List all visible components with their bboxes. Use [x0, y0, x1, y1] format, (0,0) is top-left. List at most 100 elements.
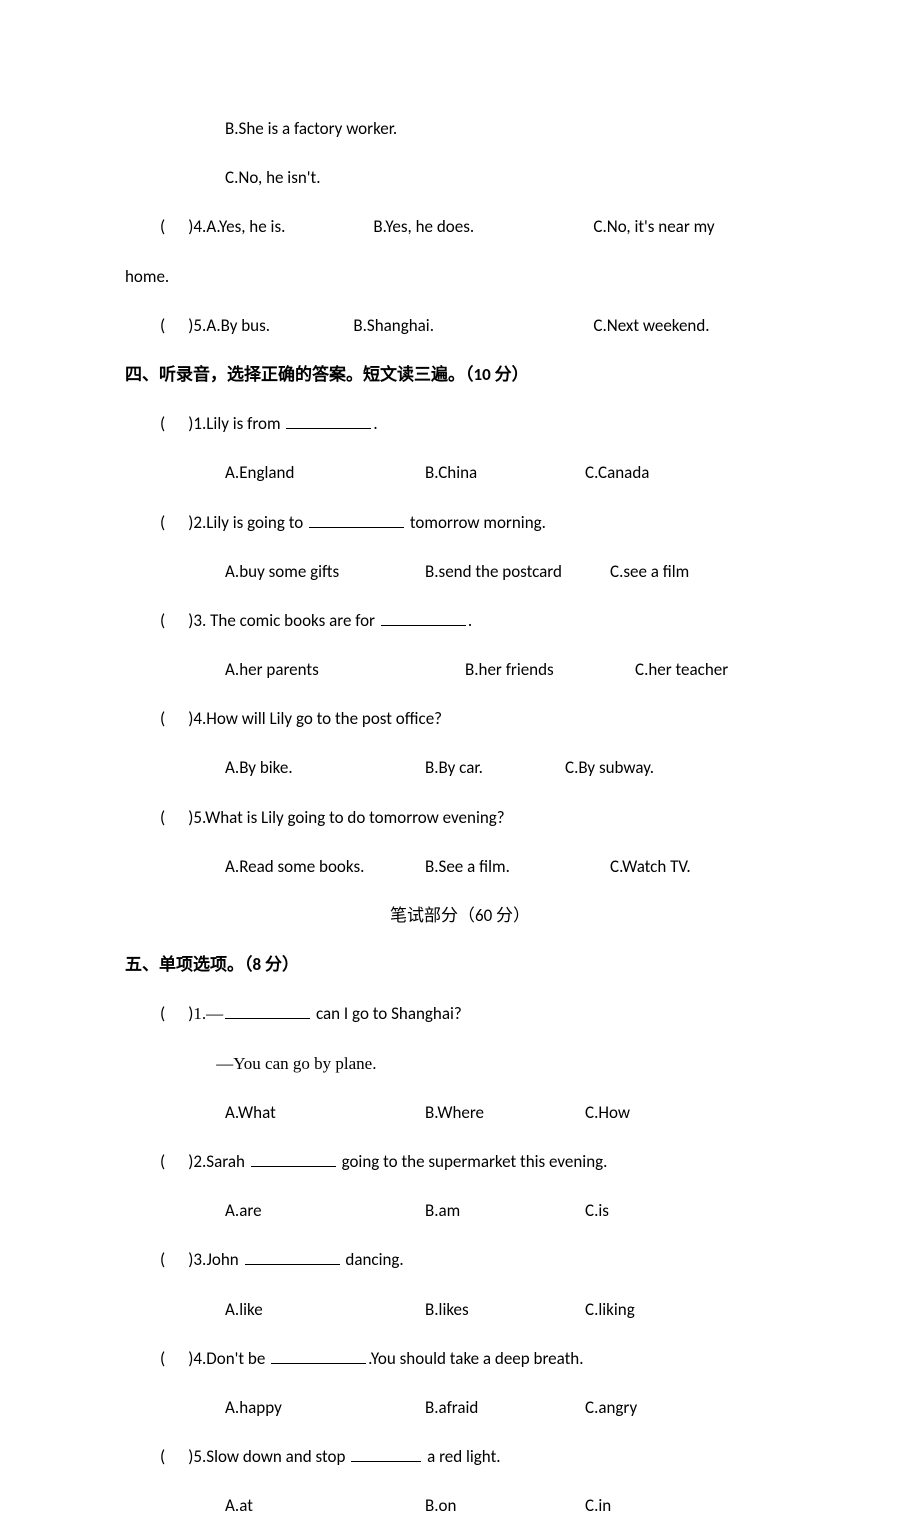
- s4-q3-a: A.her parents: [225, 656, 465, 683]
- s4-q2-a: A.buy some gifts: [225, 558, 425, 585]
- s5-q1-post: can I go to Shanghai?: [312, 1003, 462, 1024]
- s5-q1-opts: A.WhatB.WhereC.How: [125, 1099, 795, 1126]
- s4-q3-c: C.her teacher: [635, 656, 728, 683]
- s5-q3-pre: 3.John: [193, 1249, 242, 1270]
- s5-q2-post: going to the supermarket this evening.: [338, 1151, 608, 1172]
- s5-q5-pre: 5.Slow down and stop: [193, 1446, 349, 1467]
- s4-q2-pre: 2.Lily is going to: [193, 512, 307, 533]
- s5-q2-a: A.are: [225, 1197, 425, 1224]
- s4-q4-opts: A.By bike.B.By car.C.By subway.: [125, 754, 795, 781]
- s4-q3-b: B.her friends: [465, 656, 635, 683]
- paren-blank[interactable]: ( ): [160, 413, 193, 434]
- s5-q1-b: B.Where: [425, 1099, 585, 1126]
- fill-blank[interactable]: [251, 1150, 336, 1167]
- paren-blank[interactable]: ( ): [160, 1348, 193, 1369]
- fill-blank[interactable]: [286, 412, 371, 429]
- s4-q1-b: B.China: [425, 459, 585, 486]
- s5-q3-stem: ( )3.John dancing.: [125, 1246, 795, 1273]
- s5-q4-stem: ( )4.Don't be .You should take a deep br…: [125, 1345, 795, 1372]
- s5-q4-pre: 4.Don't be: [193, 1348, 269, 1369]
- fill-blank[interactable]: [271, 1347, 366, 1364]
- s5-q1-pre: 1.—: [193, 1004, 223, 1023]
- s3-q5-row: ( )5.A.By bus.B.Shanghai.C.Next weekend.: [125, 312, 795, 339]
- s4-q2-opts: A.buy some giftsB.send the postcardC.see…: [125, 558, 795, 585]
- fill-blank[interactable]: [309, 511, 404, 528]
- s4-q4-c: C.By subway.: [565, 754, 654, 781]
- s5-q4-a: A.happy: [225, 1394, 425, 1421]
- s5-q4-opts: A.happyB.afraidC.angry: [125, 1394, 795, 1421]
- section4-title: 四、听录音，选择正确的答案。短文读三遍。（10 分）: [125, 361, 795, 388]
- written-part-title: 笔试部分（60 分）: [125, 902, 795, 929]
- paren-blank[interactable]: ( ): [160, 610, 193, 631]
- s4-q3-stem: ( )3. The comic books are for .: [125, 607, 795, 634]
- s5-q1-stem: ( )1.— can I go to Shanghai?: [125, 1000, 795, 1027]
- s5-q1-ans-text: —You can go by plane.: [216, 1054, 376, 1073]
- s3-q4-c2: home.: [125, 263, 795, 290]
- s5-q3-opts: A.likeB.likesC.liking: [125, 1296, 795, 1323]
- s3-q4-b: B.Yes, he does.: [373, 213, 593, 240]
- s5-q2-opts: A.areB.amC.is: [125, 1197, 795, 1224]
- s4-q3-pre: 3. The comic books are for: [193, 610, 378, 631]
- s4-q3-opts: A.her parentsB.her friendsC.her teacher: [125, 656, 795, 683]
- paren-blank[interactable]: ( ): [160, 1003, 193, 1024]
- s5-q5-opts: A.atB.onC.in: [125, 1492, 795, 1519]
- paren-blank[interactable]: ( ): [160, 512, 193, 533]
- s5-q2-stem: ( )2.Sarah going to the supermarket this…: [125, 1148, 795, 1175]
- s5-q4-b: B.afraid: [425, 1394, 585, 1421]
- s5-q5-post: a red light.: [423, 1446, 500, 1467]
- s3-q5-c: C.Next weekend.: [593, 315, 709, 336]
- s5-q1-answer: —You can go by plane.: [125, 1050, 795, 1077]
- s4-q5-opts: A.Read some books.B.See a film.C.Watch T…: [125, 853, 795, 880]
- s4-q4-a: A.By bike.: [225, 754, 425, 781]
- paren-blank[interactable]: ( ): [160, 807, 193, 828]
- s4-q2-c: C.see a film: [610, 558, 689, 585]
- s4-q5-c: C.Watch TV.: [610, 853, 691, 880]
- s5-q2-c: C.is: [585, 1197, 609, 1224]
- s4-q4-text: 4.How will Lily go to the post office?: [193, 708, 442, 729]
- fill-blank[interactable]: [245, 1248, 340, 1265]
- s5-q2-pre: 2.Sarah: [193, 1151, 248, 1172]
- s5-q3-c: C.liking: [585, 1296, 635, 1323]
- s5-q5-stem: ( )5.Slow down and stop a red light.: [125, 1443, 795, 1470]
- s5-q5-b: B.on: [425, 1492, 585, 1519]
- s3-opt-c: C.No, he isn't.: [125, 164, 795, 191]
- paren-blank[interactable]: ( ): [160, 1446, 193, 1467]
- s4-q1-stem: ( )1.Lily is from .: [125, 410, 795, 437]
- paren-blank[interactable]: ( ): [160, 216, 193, 237]
- s4-q4-b: B.By car.: [425, 754, 565, 781]
- s4-q2-stem: ( )2.Lily is going to tomorrow morning.: [125, 509, 795, 536]
- s5-q4-c: C.angry: [585, 1394, 637, 1421]
- s3-q5-a: 5.A.By bus.: [193, 312, 353, 339]
- fill-blank[interactable]: [351, 1445, 421, 1462]
- s4-q5-a: A.Read some books.: [225, 853, 425, 880]
- s5-q1-c: C.How: [585, 1099, 630, 1126]
- s5-q2-b: B.am: [425, 1197, 585, 1224]
- paren-blank[interactable]: ( ): [160, 1151, 193, 1172]
- paren-blank[interactable]: ( ): [160, 315, 193, 336]
- s4-q5-stem: ( )5.What is Lily going to do tomorrow e…: [125, 804, 795, 831]
- paren-blank[interactable]: ( ): [160, 1249, 193, 1270]
- s4-q4-stem: ( )4.How will Lily go to the post office…: [125, 705, 795, 732]
- section5-title: 五、单项选项。（8 分）: [125, 951, 795, 978]
- s5-q5-c: C.in: [585, 1492, 611, 1519]
- s4-q2-post: tomorrow morning.: [406, 512, 546, 533]
- s5-q3-post: dancing.: [342, 1249, 404, 1270]
- fill-blank[interactable]: [225, 1002, 310, 1019]
- s4-q5-b: B.See a film.: [425, 853, 610, 880]
- s5-q4-post: .You should take a deep breath.: [368, 1348, 583, 1369]
- s3-q4-row: ( )4.A.Yes, he is.B.Yes, he does.C.No, i…: [125, 213, 795, 240]
- s4-q1-post: .: [373, 413, 377, 434]
- s4-q2-b: B.send the postcard: [425, 558, 610, 585]
- s4-q1-c: C.Canada: [585, 459, 649, 486]
- s4-q5-text: 5.What is Lily going to do tomorrow even…: [193, 807, 504, 828]
- s5-q3-a: A.like: [225, 1296, 425, 1323]
- s5-q1-a: A.What: [225, 1099, 425, 1126]
- paren-blank[interactable]: ( ): [160, 708, 193, 729]
- s5-q3-b: B.likes: [425, 1296, 585, 1323]
- s4-q1-pre: 1.Lily is from: [193, 413, 284, 434]
- s3-opt-b: B.She is a factory worker.: [125, 115, 795, 142]
- fill-blank[interactable]: [381, 609, 466, 626]
- s4-q1-opts: A.EnglandB.ChinaC.Canada: [125, 459, 795, 486]
- s5-q5-a: A.at: [225, 1492, 425, 1519]
- s3-q5-b: B.Shanghai.: [353, 312, 593, 339]
